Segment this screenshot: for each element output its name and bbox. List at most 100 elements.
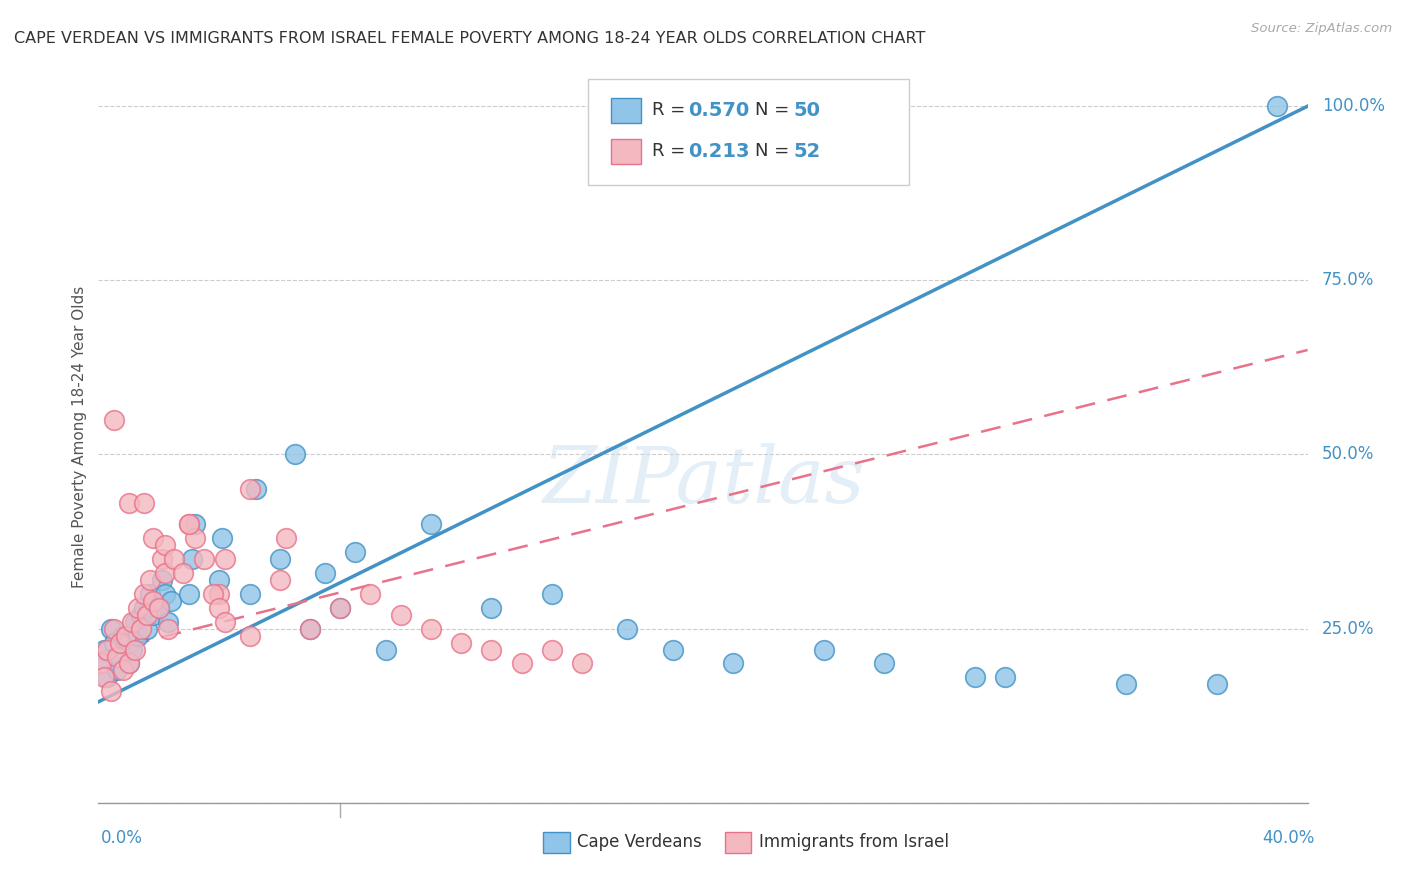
Point bbox=[127, 629, 149, 643]
Point bbox=[93, 670, 115, 684]
Point bbox=[163, 552, 186, 566]
Point bbox=[571, 657, 593, 671]
Point bbox=[156, 622, 179, 636]
FancyBboxPatch shape bbox=[612, 138, 641, 163]
Point bbox=[873, 657, 896, 671]
Point bbox=[118, 657, 141, 671]
Point bbox=[96, 670, 118, 684]
Point bbox=[153, 538, 176, 552]
Text: CAPE VERDEAN VS IMMIGRANTS FROM ISRAEL FEMALE POVERTY AMONG 18-24 YEAR OLDS CORR: CAPE VERDEAN VS IMMIGRANTS FROM ISRAEL F… bbox=[14, 31, 925, 46]
Point bbox=[108, 635, 131, 649]
Point bbox=[389, 607, 412, 622]
Point bbox=[139, 573, 162, 587]
Point bbox=[721, 657, 744, 671]
Point bbox=[299, 622, 322, 636]
FancyBboxPatch shape bbox=[543, 832, 569, 853]
Point bbox=[105, 649, 128, 664]
Point bbox=[100, 622, 122, 636]
Point bbox=[129, 607, 152, 622]
Point bbox=[269, 552, 291, 566]
Point bbox=[148, 600, 170, 615]
Point bbox=[1206, 677, 1229, 691]
Point bbox=[965, 670, 987, 684]
Text: N =: N = bbox=[755, 101, 794, 120]
Point bbox=[177, 587, 201, 601]
Point bbox=[118, 657, 141, 671]
Point bbox=[419, 622, 441, 636]
Point bbox=[284, 448, 307, 462]
FancyBboxPatch shape bbox=[612, 98, 641, 122]
Point bbox=[450, 635, 472, 649]
Point bbox=[661, 642, 683, 657]
Point bbox=[208, 573, 231, 587]
Point bbox=[202, 587, 225, 601]
Point bbox=[93, 642, 115, 657]
Point bbox=[1265, 99, 1288, 113]
Text: Cape Verdeans: Cape Verdeans bbox=[578, 833, 702, 851]
Point bbox=[148, 600, 170, 615]
Point bbox=[90, 657, 112, 671]
Point bbox=[193, 552, 215, 566]
Point bbox=[181, 552, 204, 566]
Point bbox=[184, 517, 207, 532]
Point bbox=[108, 649, 131, 664]
Point bbox=[150, 573, 173, 587]
Point bbox=[135, 622, 157, 636]
Point bbox=[100, 684, 122, 698]
Point bbox=[208, 587, 231, 601]
Point bbox=[124, 642, 146, 657]
Point bbox=[510, 657, 533, 671]
Point bbox=[111, 664, 134, 678]
Point bbox=[150, 552, 173, 566]
FancyBboxPatch shape bbox=[588, 78, 908, 185]
Text: 25.0%: 25.0% bbox=[1322, 620, 1374, 638]
Y-axis label: Female Poverty Among 18-24 Year Olds: Female Poverty Among 18-24 Year Olds bbox=[72, 286, 87, 588]
Point bbox=[314, 566, 336, 580]
Point bbox=[360, 587, 382, 601]
Point bbox=[156, 615, 179, 629]
FancyBboxPatch shape bbox=[724, 832, 751, 853]
Text: ZIPatlas: ZIPatlas bbox=[541, 442, 865, 519]
Text: 100.0%: 100.0% bbox=[1322, 97, 1385, 115]
Text: 0.0%: 0.0% bbox=[101, 829, 143, 847]
Point bbox=[132, 587, 155, 601]
Point bbox=[90, 657, 112, 671]
Point bbox=[177, 517, 201, 532]
Text: 40.0%: 40.0% bbox=[1263, 829, 1315, 847]
Point bbox=[540, 642, 562, 657]
Point bbox=[374, 642, 396, 657]
Point bbox=[103, 622, 125, 636]
Point bbox=[184, 531, 207, 545]
Point bbox=[132, 600, 155, 615]
Point bbox=[111, 629, 134, 643]
Point bbox=[96, 642, 118, 657]
Text: 50: 50 bbox=[793, 101, 821, 120]
Point bbox=[299, 622, 322, 636]
Text: Source: ZipAtlas.com: Source: ZipAtlas.com bbox=[1251, 22, 1392, 36]
Point bbox=[239, 483, 262, 497]
Point bbox=[103, 412, 125, 426]
Point bbox=[139, 587, 162, 601]
Point bbox=[616, 622, 638, 636]
Text: R =: R = bbox=[652, 142, 692, 160]
Point bbox=[214, 615, 236, 629]
Point bbox=[142, 594, 165, 608]
Text: N =: N = bbox=[755, 142, 794, 160]
Text: 0.213: 0.213 bbox=[689, 142, 749, 161]
Point bbox=[208, 600, 231, 615]
Point bbox=[132, 496, 155, 510]
Point bbox=[121, 615, 143, 629]
Text: 75.0%: 75.0% bbox=[1322, 271, 1374, 289]
Point bbox=[142, 607, 165, 622]
Point bbox=[813, 642, 835, 657]
Point bbox=[239, 629, 262, 643]
Text: R =: R = bbox=[652, 101, 692, 120]
Point bbox=[114, 629, 136, 643]
Point bbox=[142, 531, 165, 545]
Text: 0.570: 0.570 bbox=[689, 101, 749, 120]
Point bbox=[419, 517, 441, 532]
Point bbox=[172, 566, 194, 580]
Point bbox=[540, 587, 562, 601]
Point bbox=[118, 635, 141, 649]
Point bbox=[274, 531, 297, 545]
